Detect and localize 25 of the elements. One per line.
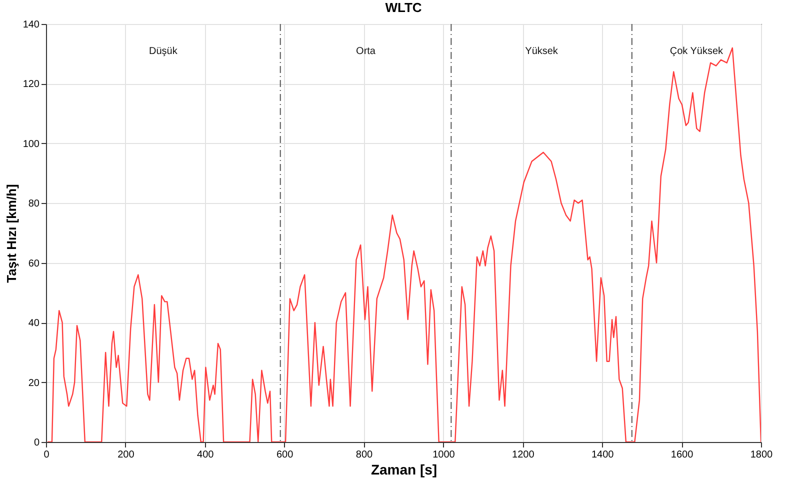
y-axis-title: Taşıt Hızı [km/h] xyxy=(4,184,19,283)
y-tick-label: 100 xyxy=(22,138,40,150)
annotation: Yüksek xyxy=(525,46,559,57)
x-tick-label: 400 xyxy=(197,450,214,460)
x-tick-label: 800 xyxy=(356,450,374,460)
y-tick-label: 60 xyxy=(28,258,40,270)
y-tick-label: 80 xyxy=(28,198,40,210)
x-tick-label: 1600 xyxy=(670,450,694,460)
y-tick-label: 140 xyxy=(22,20,40,30)
x-tick-label: 1000 xyxy=(432,450,456,460)
x-axis-title: Zaman [s] xyxy=(370,462,438,478)
annotation: Düşük xyxy=(149,46,178,57)
x-tick-label: 1800 xyxy=(750,450,774,460)
x-tick-label: 600 xyxy=(276,450,294,460)
x-tick-label: 0 xyxy=(44,450,50,460)
annotation: Çok Yüksek xyxy=(670,46,724,57)
y-tick-label: 0 xyxy=(34,438,40,448)
x-tick-label: 1200 xyxy=(512,450,535,460)
y-tick-label: 40 xyxy=(28,318,40,330)
annotation: Orta xyxy=(356,46,376,57)
y-tick-label: 120 xyxy=(22,79,40,90)
x-tick-label: 1400 xyxy=(591,450,614,460)
y-tick-label: 20 xyxy=(28,378,40,389)
chart-title: WLTC xyxy=(385,0,422,15)
x-tick-label: 200 xyxy=(118,450,135,460)
